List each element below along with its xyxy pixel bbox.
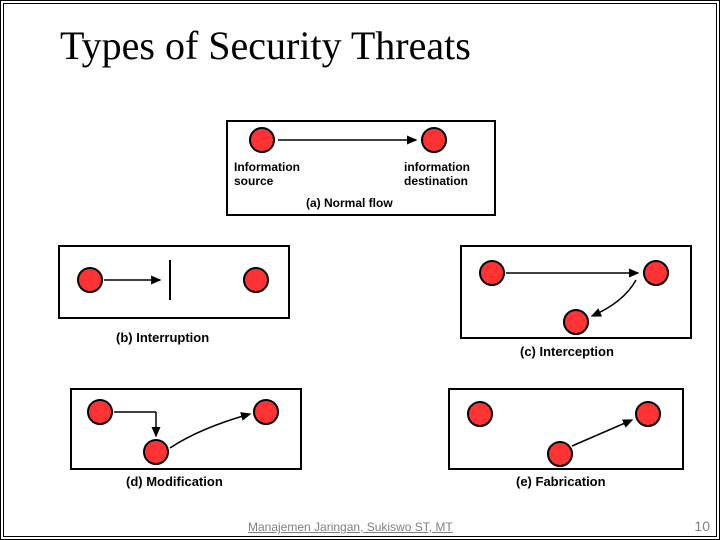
page-number: 10 (694, 518, 710, 534)
panel-e-caption: (e) Fabrication (516, 474, 606, 490)
panel-e-arrows (0, 0, 720, 540)
slide-footer: Manajemen Jaringan, Sukiswo ST, MT (248, 520, 453, 534)
